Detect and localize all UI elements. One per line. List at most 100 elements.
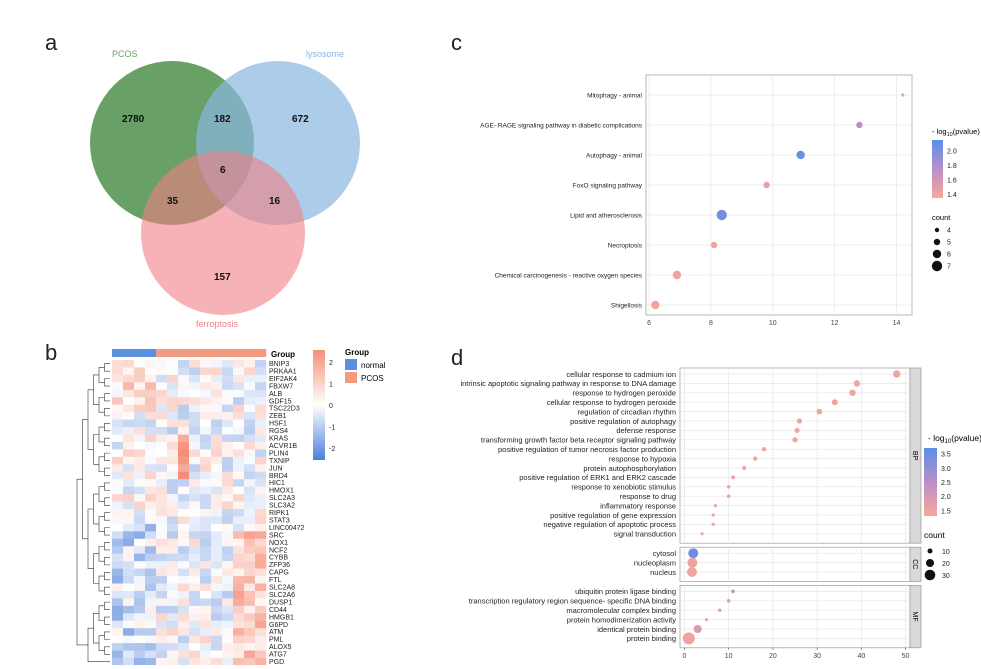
dendrogram-branch bbox=[93, 434, 99, 465]
heatmap-cell bbox=[233, 643, 245, 651]
heatmap-cell bbox=[112, 427, 124, 435]
heatmap-cell bbox=[178, 613, 190, 622]
group-bar-cell bbox=[211, 349, 223, 357]
heatmap-cell bbox=[189, 531, 201, 540]
dendrogram-branch bbox=[76, 478, 88, 646]
heatmap-cell bbox=[156, 523, 168, 532]
go-dot bbox=[831, 399, 838, 406]
heatmap-cell bbox=[112, 561, 124, 569]
heatmap-cell bbox=[255, 501, 267, 510]
heatmap-cell bbox=[211, 427, 223, 435]
heatmap-cell bbox=[211, 419, 223, 428]
heatmap-cell bbox=[211, 583, 223, 592]
heatmap-cell bbox=[222, 546, 234, 554]
heatmap-cell bbox=[222, 553, 234, 562]
heatmap-cell bbox=[156, 590, 168, 599]
venn-count-lyso-ferro: 16 bbox=[269, 196, 281, 207]
go-category-label: nucleoplasm bbox=[634, 558, 676, 567]
heatmap-cell bbox=[255, 367, 267, 376]
heatmap-cell bbox=[244, 628, 256, 636]
heatmap-cell bbox=[233, 501, 245, 510]
heatmap-cell bbox=[222, 605, 234, 614]
go-dot bbox=[687, 557, 698, 568]
heatmap-cell bbox=[233, 494, 245, 502]
dendrogram-branch bbox=[104, 452, 110, 461]
heatmap-cell bbox=[134, 479, 146, 487]
heatmap-cell bbox=[222, 643, 234, 651]
heatmap-cell bbox=[211, 620, 223, 629]
kegg-size-label: 6 bbox=[947, 252, 951, 259]
heatmap-cell bbox=[255, 427, 267, 435]
heatmap-cell bbox=[134, 650, 146, 659]
heatmap-cell bbox=[145, 598, 157, 607]
heatmap-cell bbox=[255, 389, 267, 398]
go-color-ticks: 3.5 3.0 2.5 2.0 1.5 bbox=[941, 452, 951, 516]
heatmap-cell bbox=[189, 382, 201, 391]
heatmap-cell bbox=[244, 397, 256, 405]
heatmap-cell bbox=[211, 628, 223, 636]
heatmap-cell bbox=[156, 389, 168, 398]
kegg-color-ticks: 2.0 1.8 1.6 1.4 bbox=[947, 148, 957, 199]
go-category-label: regulation of circadian rhythm bbox=[578, 407, 676, 416]
venn-label-ferroptosis: ferroptosis bbox=[196, 319, 239, 329]
heatmap-cell bbox=[145, 404, 157, 413]
kegg-size-legend: 4 5 6 7 bbox=[931, 228, 951, 272]
heatmap-cell bbox=[123, 643, 135, 651]
heatmap-cell bbox=[167, 643, 179, 651]
heatmap-cell bbox=[233, 583, 245, 592]
heatmap-cell bbox=[123, 427, 135, 435]
kegg-category-labels: Mitophagy - animal AGE- RAGE signaling pa… bbox=[480, 93, 643, 310]
heatmap-cell bbox=[167, 382, 179, 391]
go-dot bbox=[704, 618, 709, 622]
gene-label: FBXW7 bbox=[269, 383, 293, 390]
heatmap-cell bbox=[156, 538, 168, 547]
kegg-x-tick: 14 bbox=[893, 320, 901, 327]
heatmap-cell bbox=[145, 531, 157, 540]
heatmap-cell bbox=[255, 412, 267, 420]
heatmap-cell bbox=[255, 374, 267, 383]
heatmap-cell bbox=[244, 650, 256, 659]
heatmap-cell bbox=[211, 471, 223, 480]
gene-label: CYBB bbox=[269, 555, 288, 562]
heatmap-cell bbox=[145, 494, 157, 502]
gene-label: SLC2A6 bbox=[269, 592, 295, 599]
heatmap-cell bbox=[123, 576, 135, 584]
go-dot bbox=[682, 632, 695, 645]
heatmap-cell bbox=[222, 523, 234, 532]
heatmap-cell bbox=[156, 658, 168, 665]
gene-label: STAT3 bbox=[269, 517, 290, 524]
heatmap-cell bbox=[200, 441, 212, 450]
heatmap-cell bbox=[123, 620, 135, 629]
heatmap-cell bbox=[134, 590, 146, 599]
heatmap-cell bbox=[178, 576, 190, 584]
go-category-label: identical protein binding bbox=[597, 625, 676, 634]
heatmap-cell bbox=[244, 501, 256, 510]
heatmap-cell bbox=[233, 486, 245, 495]
heatmap-cell bbox=[222, 382, 234, 391]
heatmap-cell bbox=[123, 650, 135, 659]
heatmap-cell bbox=[233, 441, 245, 450]
go-color-tick: 3.5 bbox=[941, 452, 951, 459]
heatmap-cell bbox=[255, 598, 267, 607]
heatmap-cell bbox=[145, 553, 157, 562]
kegg-category-label: Autophagy - animal bbox=[586, 153, 643, 160]
heatmap-cell bbox=[178, 509, 190, 517]
heatmap-cell bbox=[156, 501, 168, 510]
dendrogram-branch bbox=[98, 605, 105, 622]
heatmap-cell bbox=[211, 516, 223, 525]
heatmap-cell bbox=[156, 456, 168, 465]
heatmap-cell bbox=[211, 494, 223, 502]
heatmap-cell bbox=[233, 404, 245, 413]
dendrogram-branch bbox=[104, 482, 110, 491]
heatmap-cell bbox=[112, 576, 124, 584]
heatmap-cell bbox=[255, 523, 267, 532]
gene-label: CD44 bbox=[269, 607, 287, 614]
heatmap-cell bbox=[167, 464, 179, 473]
heatmap-cell bbox=[134, 553, 146, 562]
heatmap-cell bbox=[123, 479, 135, 487]
heatmap-cell bbox=[156, 486, 168, 495]
heatmap-cell bbox=[200, 613, 212, 622]
kegg-color-tick: 1.6 bbox=[947, 177, 957, 184]
heatmap-cell bbox=[222, 658, 234, 665]
heatmap-cell bbox=[244, 531, 256, 540]
